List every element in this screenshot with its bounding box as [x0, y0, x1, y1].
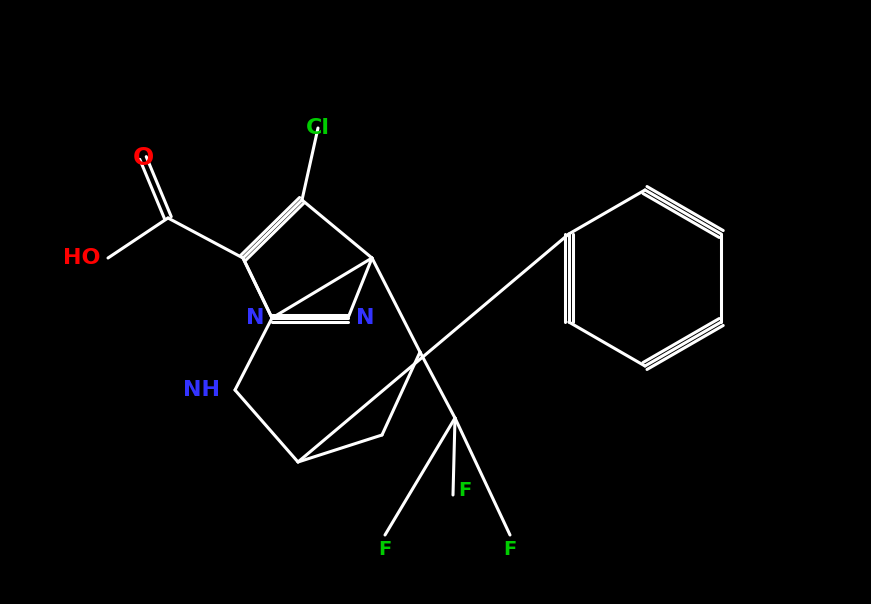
Text: NH: NH — [183, 380, 220, 400]
Text: N: N — [356, 308, 375, 328]
Text: O: O — [132, 146, 153, 170]
Text: Cl: Cl — [306, 118, 330, 138]
Text: F: F — [503, 540, 517, 559]
Text: HO: HO — [63, 248, 100, 268]
Text: N: N — [246, 308, 264, 328]
Text: F: F — [458, 481, 471, 500]
Text: F: F — [378, 540, 392, 559]
